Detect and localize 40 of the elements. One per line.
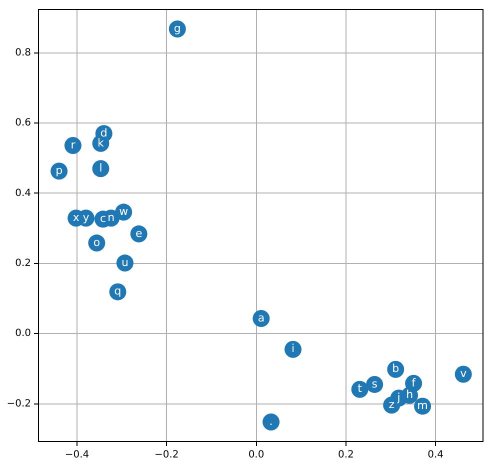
annotation: o [93,236,100,249]
y-tick-label: 0.6 [15,118,31,129]
annotation: . [269,414,273,428]
annotation: z [388,398,395,412]
y-tick-label: 0.8 [15,47,31,58]
y-tick-label: −0.2 [6,398,31,410]
annotation: f [412,376,417,390]
x-tick-label: −0.2 [154,450,179,461]
annotation: q [114,284,122,298]
annotation: v [460,367,468,380]
annotation: p [56,164,63,177]
point [284,340,302,358]
y-tick-label: 0.4 [15,188,31,199]
point [64,136,82,154]
annotation: b [392,362,400,376]
x-tick-label: 0.0 [248,450,264,461]
point [92,160,110,178]
annotation: j [396,391,400,404]
x-tick-label: 0.4 [428,450,444,461]
annotation: w [119,205,128,218]
annotation: g [174,22,181,35]
annotation: x [72,210,80,224]
annotation: n [108,210,115,224]
x-tick-label: 0.2 [338,450,354,461]
annotation: h [406,388,414,402]
y-tick-label: 0.0 [15,328,31,340]
annotation: l [99,162,102,175]
annotation: a [258,311,265,324]
annotation: u [121,256,128,269]
annotation: c [100,212,106,226]
annotation: r [70,138,76,152]
annotation: s [372,377,378,390]
annotation: y [82,210,90,224]
annotation: i [291,342,295,356]
x-tick-label: −0.4 [64,450,90,461]
annotation: t [358,382,363,396]
annotation: m [417,399,428,412]
annotation: e [135,226,142,240]
y-tick-label: 0.2 [15,258,31,269]
point [262,414,280,430]
